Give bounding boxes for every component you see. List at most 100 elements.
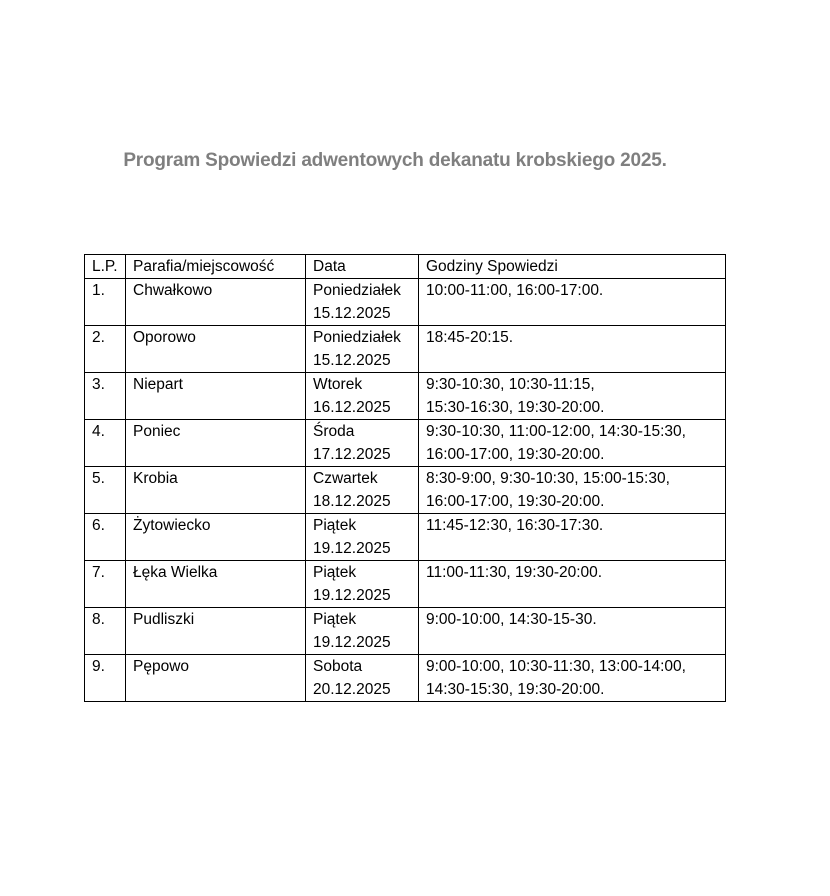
cell-date-line: 17.12.2025 — [313, 446, 391, 463]
cell-date-line: 16.12.2025 — [313, 399, 391, 416]
table-row: 8. Pudliszki Piątek 19.12.2025 9:00-10:00, 1… — [84, 607, 726, 655]
header-parish: Parafia/miejscowość — [125, 254, 306, 279]
cell-parish: Krobia — [125, 466, 306, 514]
cell-hours: 9:30-10:30, 10:30-11:15, 15:30-16:30, 19:… — [418, 372, 726, 420]
cell-date-line: 20.12.2025 — [313, 681, 391, 698]
cell-parish: Oporowo — [125, 325, 306, 373]
cell-date: Poniedziałek 15.12.2025 — [305, 278, 419, 326]
cell-date: Środa 17.12.2025 — [305, 419, 419, 467]
cell-parish: Niepart — [125, 372, 306, 420]
cell-date-line: 15.12.2025 — [313, 305, 391, 322]
cell-hours: 10:00-11:00, 16:00-17:00. — [418, 278, 726, 326]
cell-lp: 4. — [84, 419, 126, 467]
cell-date: Poniedziałek 15.12.2025 — [305, 325, 419, 373]
cell-parish-line: Chwałkowo — [133, 282, 213, 299]
cell-lp-line: 8. — [92, 611, 105, 628]
cell-parish: Pępowo — [125, 654, 306, 702]
cell-lp: 5. — [84, 466, 126, 514]
cell-date-line: Piątek — [313, 564, 357, 581]
cell-date-line: Czwartek — [313, 470, 378, 487]
table-row: 2. Oporowo Poniedziałek 15.12.2025 18:45-20:… — [84, 325, 726, 373]
header-hours: Godziny Spowiedzi — [418, 254, 726, 279]
cell-date-line: Wtorek — [313, 376, 363, 393]
cell-date: Piątek 19.12.2025 — [305, 560, 419, 608]
cell-hours-line: 9:30-10:30, 11:00-12:00, 14:30-15:30, — [426, 423, 686, 440]
cell-hours-line: 9:00-10:00, 10:30-11:30, 13:00-14:00, — [426, 658, 686, 675]
cell-hours-line: 11:45-12:30, 16:30-17:30. — [426, 517, 604, 534]
cell-hours: 18:45-20:15. — [418, 325, 726, 373]
cell-date-line: Piątek — [313, 611, 357, 628]
cell-date-line: 15.12.2025 — [313, 352, 391, 369]
cell-parish-line: Pudliszki — [133, 611, 195, 628]
table-row: 5. Krobia Czwartek 18.12.2025 8:30-9:00, 9:3… — [84, 466, 726, 514]
cell-parish-line: Poniec — [133, 423, 181, 440]
cell-date-line: 19.12.2025 — [313, 634, 391, 651]
cell-parish-line: Niepart — [133, 376, 183, 393]
cell-lp-line: 2. — [92, 329, 105, 346]
cell-date: Sobota 20.12.2025 — [305, 654, 419, 702]
cell-hours: 9:30-10:30, 11:00-12:00, 14:30-15:30, 16:… — [418, 419, 726, 467]
cell-date-line: 18.12.2025 — [313, 493, 391, 510]
cell-lp-line: 9. — [92, 658, 105, 675]
cell-hours-line: 9:00-10:00, 14:30-15-30. — [426, 611, 597, 628]
header-date: Data — [305, 254, 419, 279]
cell-hours: 11:45-12:30, 16:30-17:30. — [418, 513, 726, 561]
cell-hours-line: 18:45-20:15. — [426, 329, 514, 346]
table-row: 3. Niepart Wtorek 16.12.2025 9:30-10:30, 10:… — [84, 372, 726, 420]
confession-schedule-table: L.P. Parafia/miejscowość Data Godziny Sp… — [84, 254, 726, 702]
cell-parish: Żytowiecko — [125, 513, 306, 561]
cell-lp: 7. — [84, 560, 126, 608]
cell-parish-line: Oporowo — [133, 329, 196, 346]
cell-hours-line: 11:00-11:30, 19:30-20:00. — [426, 564, 603, 581]
cell-date: Piątek 19.12.2025 — [305, 513, 419, 561]
cell-lp-line: 4. — [92, 423, 105, 440]
cell-hours-line: 15:30-16:30, 19:30-20:00. — [426, 399, 605, 416]
cell-date-line: Piątek — [313, 517, 357, 534]
cell-parish-line: Krobia — [133, 470, 178, 487]
cell-date: Piątek 19.12.2025 — [305, 607, 419, 655]
cell-hours: 11:00-11:30, 19:30-20:00. — [418, 560, 726, 608]
table-row: 7. Łęka Wielka Piątek 19.12.2025 11:00-11:30… — [84, 560, 726, 608]
cell-lp-line: 5. — [92, 470, 105, 487]
cell-date: Wtorek 16.12.2025 — [305, 372, 419, 420]
cell-hours-line: 16:00-17:00, 19:30-20:00. — [426, 493, 605, 510]
cell-parish: Łęka Wielka — [125, 560, 306, 608]
cell-lp-line: 6. — [92, 517, 105, 534]
cell-lp: 9. — [84, 654, 126, 702]
cell-date-line: 19.12.2025 — [313, 540, 391, 557]
cell-date-line: 19.12.2025 — [313, 587, 391, 604]
cell-lp: 6. — [84, 513, 126, 561]
cell-lp-line: 1. — [92, 282, 105, 299]
cell-parish: Chwałkowo — [125, 278, 306, 326]
cell-date-line: Poniedziałek — [313, 282, 401, 299]
cell-hours-line: 8:30-9:00, 9:30-10:30, 15:00-15:30, — [426, 470, 670, 487]
cell-parish-line: Pępowo — [133, 658, 190, 675]
header-lp: L.P. — [84, 254, 126, 279]
cell-lp: 2. — [84, 325, 126, 373]
cell-hours-line: 9:30-10:30, 10:30-11:15, — [426, 376, 595, 393]
cell-parish: Poniec — [125, 419, 306, 467]
table-row: 9. Pępowo Sobota 20.12.2025 9:00-10:00, 10:3… — [84, 654, 726, 702]
table-row: 4. Poniec Środa 17.12.2025 9:30-10:30, 11:00… — [84, 419, 726, 467]
cell-parish-line: Żytowiecko — [133, 517, 211, 534]
cell-hours-line: 16:00-17:00, 19:30-20:00. — [426, 446, 605, 463]
cell-hours-line: 14:30-15:30, 19:30-20:00. — [426, 681, 605, 698]
cell-lp-line: 7. — [92, 564, 105, 581]
cell-lp: 1. — [84, 278, 126, 326]
cell-lp: 8. — [84, 607, 126, 655]
cell-date-line: Sobota — [313, 658, 363, 675]
cell-date: Czwartek 18.12.2025 — [305, 466, 419, 514]
cell-parish-line: Łęka Wielka — [133, 564, 218, 581]
cell-hours-line: 10:00-11:00, 16:00-17:00. — [426, 282, 604, 299]
table-row: 6. Żytowiecko Piątek 19.12.2025 11:45-12:30,… — [84, 513, 726, 561]
cell-hours: 8:30-9:00, 9:30-10:30, 15:00-15:30, 16:00… — [418, 466, 726, 514]
document-title: Program Spowiedzi adwentowych dekanatu k… — [123, 150, 667, 171]
cell-date-line: Środa — [313, 423, 355, 440]
table-header-row: L.P. Parafia/miejscowość Data Godziny Sp… — [84, 254, 726, 279]
cell-lp: 3. — [84, 372, 126, 420]
cell-date-line: Poniedziałek — [313, 329, 401, 346]
cell-hours: 9:00-10:00, 14:30-15-30. — [418, 607, 726, 655]
cell-lp-line: 3. — [92, 376, 105, 393]
table-row: 1. Chwałkowo Poniedziałek 15.12.2025 10:00-1… — [84, 278, 726, 326]
cell-hours: 9:00-10:00, 10:30-11:30, 13:00-14:00, 14:… — [418, 654, 726, 702]
